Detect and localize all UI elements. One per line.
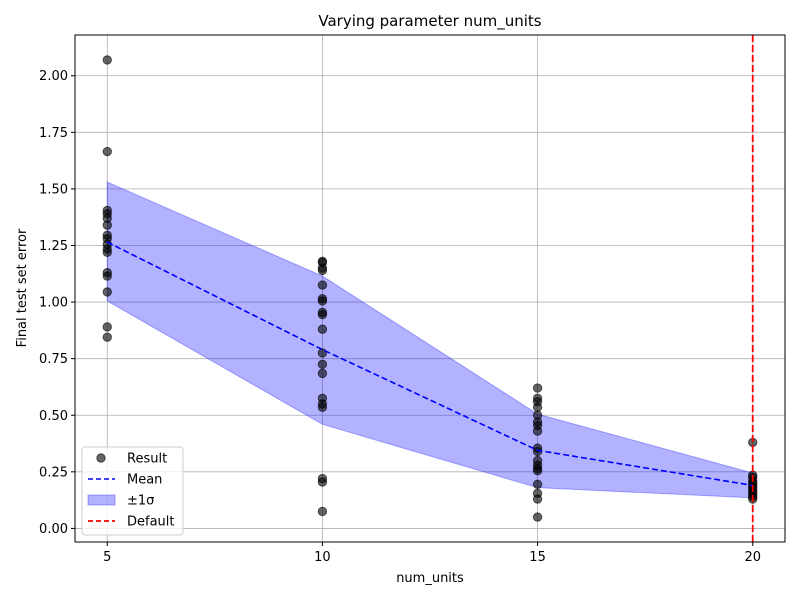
result-point bbox=[532, 383, 543, 393]
y-tick-label: 1.50 bbox=[39, 182, 68, 197]
result-point bbox=[317, 309, 328, 320]
result-point bbox=[102, 247, 112, 257]
result-point bbox=[532, 479, 543, 489]
legend-marker-result bbox=[96, 453, 106, 463]
result-point bbox=[532, 512, 543, 522]
result-point bbox=[532, 402, 543, 413]
x-axis-label: num_units bbox=[396, 571, 464, 586]
y-tick-label: 2.00 bbox=[39, 69, 68, 84]
y-axis-label: Final test set error bbox=[15, 228, 30, 347]
plot-frame bbox=[74, 34, 786, 543]
result-point bbox=[102, 287, 112, 297]
y-axis-ticks: 0.00 0.25 0.50 0.75 1.00 1.25 1.50 1.75 2.00 bbox=[39, 69, 75, 537]
y-tick-label: 1.25 bbox=[39, 239, 68, 254]
x-tick-label: 10 bbox=[314, 550, 331, 565]
x-tick-label: 5 bbox=[103, 550, 111, 565]
y-tick-label: 0.50 bbox=[39, 409, 68, 424]
x-tick-label: 15 bbox=[529, 550, 546, 565]
mean-line-layer bbox=[106, 241, 753, 487]
result-point bbox=[102, 55, 112, 65]
result-point bbox=[317, 477, 328, 487]
x-tick-label: 20 bbox=[744, 550, 761, 565]
legend-entry-sigma: ±1σ bbox=[87, 494, 154, 509]
legend-entry-default: Default bbox=[88, 515, 175, 530]
result-point bbox=[532, 466, 543, 476]
legend-label: Mean bbox=[127, 473, 162, 488]
legend-frame bbox=[81, 446, 184, 536]
x-axis-ticks: 5 10 15 20 bbox=[103, 542, 761, 565]
y-tick-label: 1.00 bbox=[39, 296, 68, 311]
result-point bbox=[317, 324, 328, 334]
result-point bbox=[317, 348, 328, 358]
y-tick-label: 1.75 bbox=[39, 126, 68, 141]
result-point bbox=[317, 296, 328, 306]
legend-marker-sigma bbox=[87, 494, 116, 506]
plot-area: 5 10 15 20 0.00 0.25 0.50 0.75 1.00 1.25 1.50 1.75… bbox=[39, 34, 786, 565]
legend-label: ±1σ bbox=[127, 494, 154, 509]
result-point bbox=[532, 426, 543, 436]
legend-entry-mean: Mean bbox=[88, 473, 162, 488]
result-point bbox=[317, 359, 328, 370]
result-point bbox=[102, 146, 112, 157]
y-tick-label: 0.25 bbox=[39, 465, 68, 480]
result-point bbox=[532, 494, 543, 504]
mean-line bbox=[106, 241, 753, 487]
y-tick-label: 0.00 bbox=[39, 522, 68, 537]
legend: Result Mean ±1σ Default bbox=[81, 446, 184, 536]
result-point bbox=[317, 265, 328, 276]
result-point bbox=[317, 402, 328, 413]
result-point bbox=[317, 506, 328, 517]
result-point bbox=[102, 220, 112, 230]
result-point bbox=[102, 332, 112, 342]
legend-label: Default bbox=[127, 515, 175, 530]
legend-label: Result bbox=[127, 452, 167, 467]
legend-entry-result: Result bbox=[96, 452, 167, 467]
y-tick-label: 0.75 bbox=[39, 352, 68, 367]
result-point bbox=[317, 368, 328, 379]
result-point bbox=[102, 271, 112, 281]
chart-title: Varying parameter num_units bbox=[318, 12, 541, 31]
result-point bbox=[317, 280, 328, 290]
result-point bbox=[102, 322, 112, 332]
